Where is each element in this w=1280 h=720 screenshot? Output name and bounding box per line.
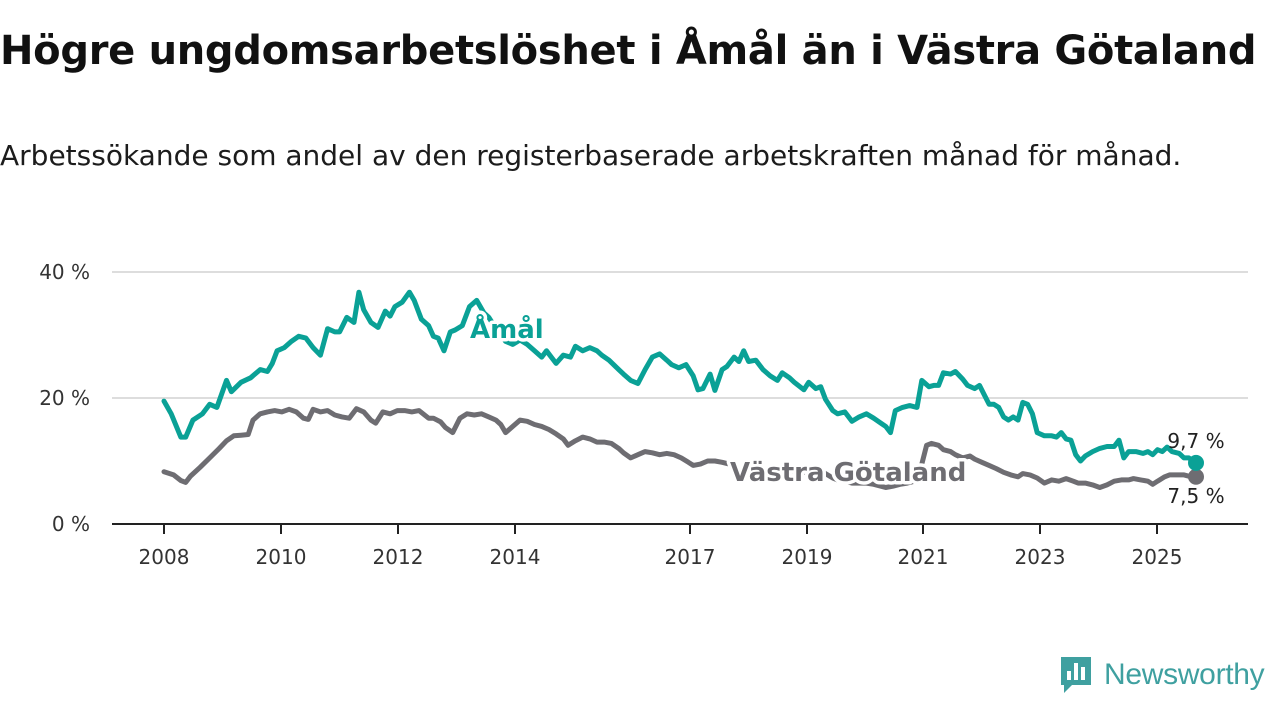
x-tick-label: 2021 xyxy=(898,545,949,569)
series-line-vastra-gotaland xyxy=(161,406,1199,490)
series-lines xyxy=(161,289,1204,490)
x-tick-label: 2012 xyxy=(373,545,424,569)
x-tick-label: 2019 xyxy=(782,545,833,569)
x-tick-label: 2008 xyxy=(139,545,190,569)
end-label-vastra-gotaland: 7,5 % xyxy=(1167,484,1224,508)
y-tick-label: 40 % xyxy=(39,260,90,284)
end-label-amal: 9,7 % xyxy=(1167,429,1224,453)
gridlines xyxy=(112,271,1248,399)
y-tick-label: 0 % xyxy=(52,512,90,536)
x-tick-label: 2025 xyxy=(1132,545,1183,569)
end-point-amal xyxy=(1188,454,1204,471)
end-point-vastra-gotaland xyxy=(1188,468,1204,485)
x-tick-label: 2014 xyxy=(490,545,541,569)
axes: 0 % 20 % 40 % 2008 2010 2012 2014 2017 2019 2021 2… xyxy=(39,260,1248,569)
x-tick-label: 2017 xyxy=(665,545,716,569)
y-tick-label: 20 % xyxy=(39,386,90,410)
brand-name: Newsworthy xyxy=(1104,658,1265,691)
x-tick-label: 2023 xyxy=(1015,545,1066,569)
series-label-amal: Åmål xyxy=(470,313,544,345)
chart-subtitle: Arbetssökande som andel av den registerb… xyxy=(0,139,1182,172)
series-label-vastra-gotaland: Västra Götaland xyxy=(730,458,966,488)
series-line-amal xyxy=(161,289,1199,466)
chart-title: Högre ungdomsarbetslöshet i Åmål än i Vä… xyxy=(0,28,1257,74)
series-label-vastra-gotaland-halo: Västra Götaland xyxy=(730,458,966,488)
x-tick-label: 2010 xyxy=(256,545,307,569)
newsworthy-logo-icon xyxy=(1061,657,1091,693)
series-label-amal-halo: Åmål xyxy=(470,313,544,345)
newsworthy-logo: Newsworthy xyxy=(1058,654,1274,696)
